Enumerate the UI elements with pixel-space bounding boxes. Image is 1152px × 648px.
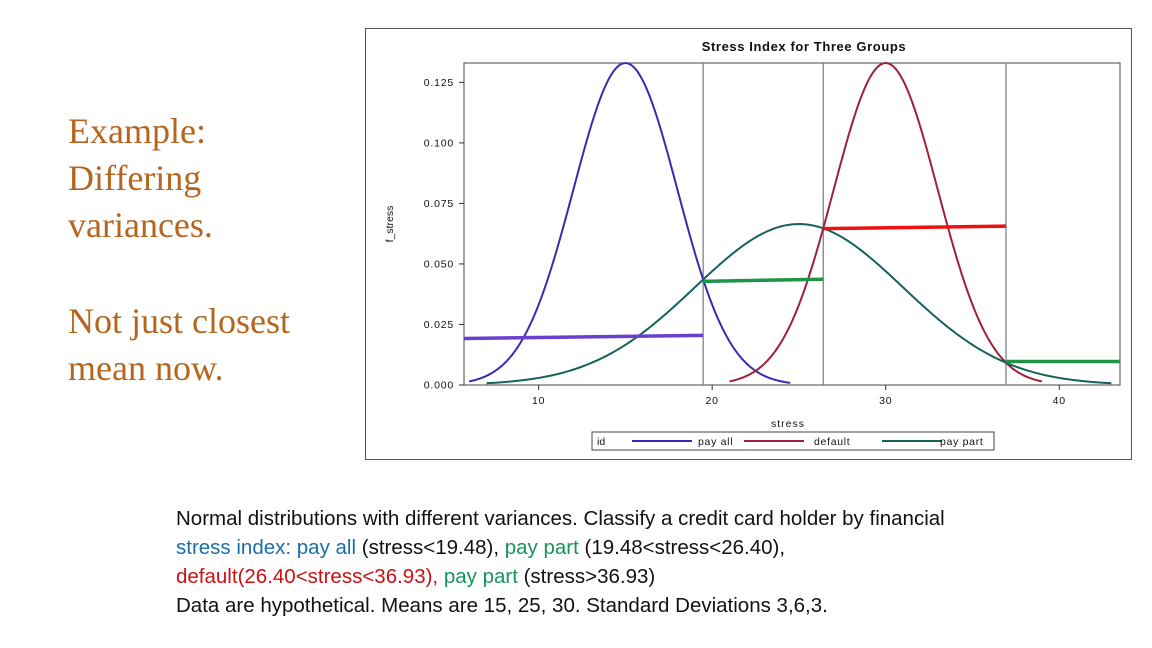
y-tick-label: 0.125 — [424, 77, 454, 89]
legend-label: pay all — [698, 436, 733, 448]
x-tick-label: 20 — [706, 395, 719, 407]
x-axis-label: stress — [771, 418, 805, 430]
y-tick-label: 0.050 — [424, 258, 454, 270]
caption-line-2: stress index: pay all (stress<19.48), pa… — [176, 533, 1136, 562]
caption-pay-part: pay part — [504, 536, 579, 559]
x-tick-label: 10 — [532, 395, 545, 407]
density-curve-default — [729, 62, 1043, 383]
decision-segment-pay-part — [703, 277, 824, 284]
caption-pay-all: pay all — [296, 536, 357, 559]
x-tick-label: 40 — [1053, 395, 1066, 407]
legend-label: default — [814, 436, 850, 448]
side-text-not-closest: Not just closest mean now. — [68, 301, 290, 388]
caption-pay-part: pay part — [443, 565, 518, 588]
caption-line-1: Normal distributions with different vari… — [176, 507, 945, 530]
legend-label: pay part — [940, 436, 984, 448]
chart-title: Stress Index for Three Groups — [702, 39, 907, 54]
y-tick-label: 0.100 — [424, 137, 454, 149]
caption-line-3: default(26.40<stress<36.93), pay part (s… — [176, 562, 1136, 591]
caption: Normal distributions with different vari… — [176, 504, 1136, 620]
x-tick-label: 30 — [879, 395, 892, 407]
y-tick-label: 0.000 — [424, 380, 454, 392]
y-axis-label: f_stress — [384, 206, 396, 243]
plot-area — [463, 62, 1121, 386]
caption-text: (19.48<stress<26.40), — [578, 536, 786, 559]
decision-segment-default — [823, 224, 1007, 231]
chart-svg: Stress Index for Three Groups 0.000 0.025 0… — [384, 39, 1121, 451]
chart-figure: Stress Index for Three Groups 0.000 0.025 0… — [365, 28, 1132, 460]
caption-text: (stress>36.93) — [517, 565, 656, 588]
caption-line-4: Data are hypothetical. Means are 15, 25,… — [176, 594, 828, 617]
decision-segment-pay-all — [463, 333, 704, 341]
legend-title: id — [597, 436, 605, 448]
side-text-example: Example: Differing variances. — [68, 111, 213, 245]
caption-text: stress index: — [176, 536, 297, 559]
y-tick-label: 0.075 — [424, 198, 454, 210]
caption-text: (26.40<stress<36.93), — [237, 565, 444, 588]
caption-default: default — [176, 565, 238, 588]
caption-text: (stress<19.48), — [356, 536, 505, 559]
y-tick-label: 0.025 — [424, 319, 454, 331]
